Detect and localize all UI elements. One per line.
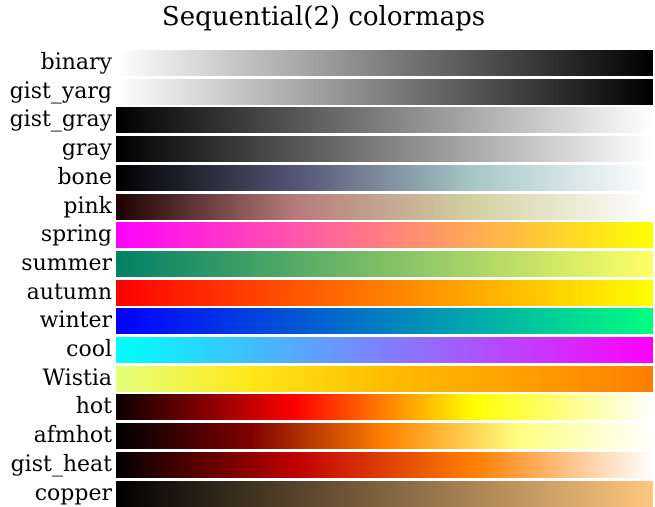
colormap-bar: [116, 337, 653, 363]
colormap-label: winter: [39, 308, 112, 334]
colormap-label: autumn: [26, 279, 112, 305]
colormap-label: gist_gray: [9, 107, 112, 133]
colormap-label: binary: [40, 50, 112, 75]
colormap-bar: [116, 222, 653, 249]
colormap-row-wistia: Wistia: [0, 365, 655, 392]
colormap-row-afmhot: afmhot: [0, 423, 655, 450]
colormap-row-gist-gray: gist_gray: [0, 107, 655, 134]
colormap-row-gist-heat: gist_heat: [0, 451, 655, 478]
colormap-row-binary: binary: [0, 50, 655, 76]
colormap-label: bone: [57, 164, 112, 190]
colormap-label: copper: [34, 480, 112, 506]
colormap-row-hot: hot: [0, 394, 655, 421]
colormap-bar: [116, 308, 653, 335]
chart-title: Sequential(2) colormaps: [161, 2, 486, 32]
colormap-bar: [116, 394, 653, 421]
colormap-row-pink: pink: [0, 193, 655, 220]
colormap-bar: [116, 451, 653, 478]
colormap-row-bone: bone: [0, 164, 655, 191]
colormap-bar: [116, 136, 653, 163]
colormap-row-gist-yarg: gist_yarg: [0, 78, 655, 105]
colormap-bar: [116, 365, 653, 392]
colormap-bar: [116, 250, 653, 277]
colormap-label: hot: [75, 394, 112, 420]
colormap-row-gray: gray: [0, 136, 655, 163]
colormap-label: gist_heat: [10, 451, 112, 477]
colormap-bar: [116, 164, 653, 191]
colormap-row-winter: winter: [0, 308, 655, 335]
colormap-label: pink: [63, 193, 112, 219]
colormap-row-autumn: autumn: [0, 279, 655, 306]
colormap-label: cool: [66, 337, 112, 362]
colormap-bar: [116, 78, 653, 105]
colormap-row-summer: summer: [0, 250, 655, 277]
colormap-bar: [116, 279, 653, 306]
colormap-label: gist_yarg: [9, 78, 112, 104]
colormap-label: Wistia: [42, 365, 112, 391]
colormap-bar: [116, 50, 653, 76]
colormap-bar: [116, 480, 653, 507]
colormap-label: afmhot: [33, 423, 112, 449]
colormap-row-cool: cool: [0, 337, 655, 363]
colormap-label: summer: [21, 250, 112, 276]
colormap-bar: [116, 423, 653, 450]
colormap-row-copper: copper: [0, 480, 655, 507]
colormap-label: gray: [61, 136, 112, 162]
colormap-row-spring: spring: [0, 222, 655, 249]
colormap-bar: [116, 107, 653, 134]
colormap-bar: [116, 193, 653, 220]
colormap-label: spring: [40, 222, 112, 248]
